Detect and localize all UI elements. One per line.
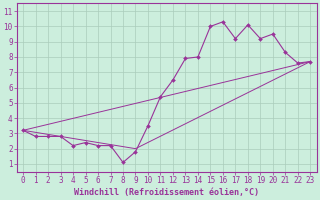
X-axis label: Windchill (Refroidissement éolien,°C): Windchill (Refroidissement éolien,°C)	[74, 188, 259, 197]
